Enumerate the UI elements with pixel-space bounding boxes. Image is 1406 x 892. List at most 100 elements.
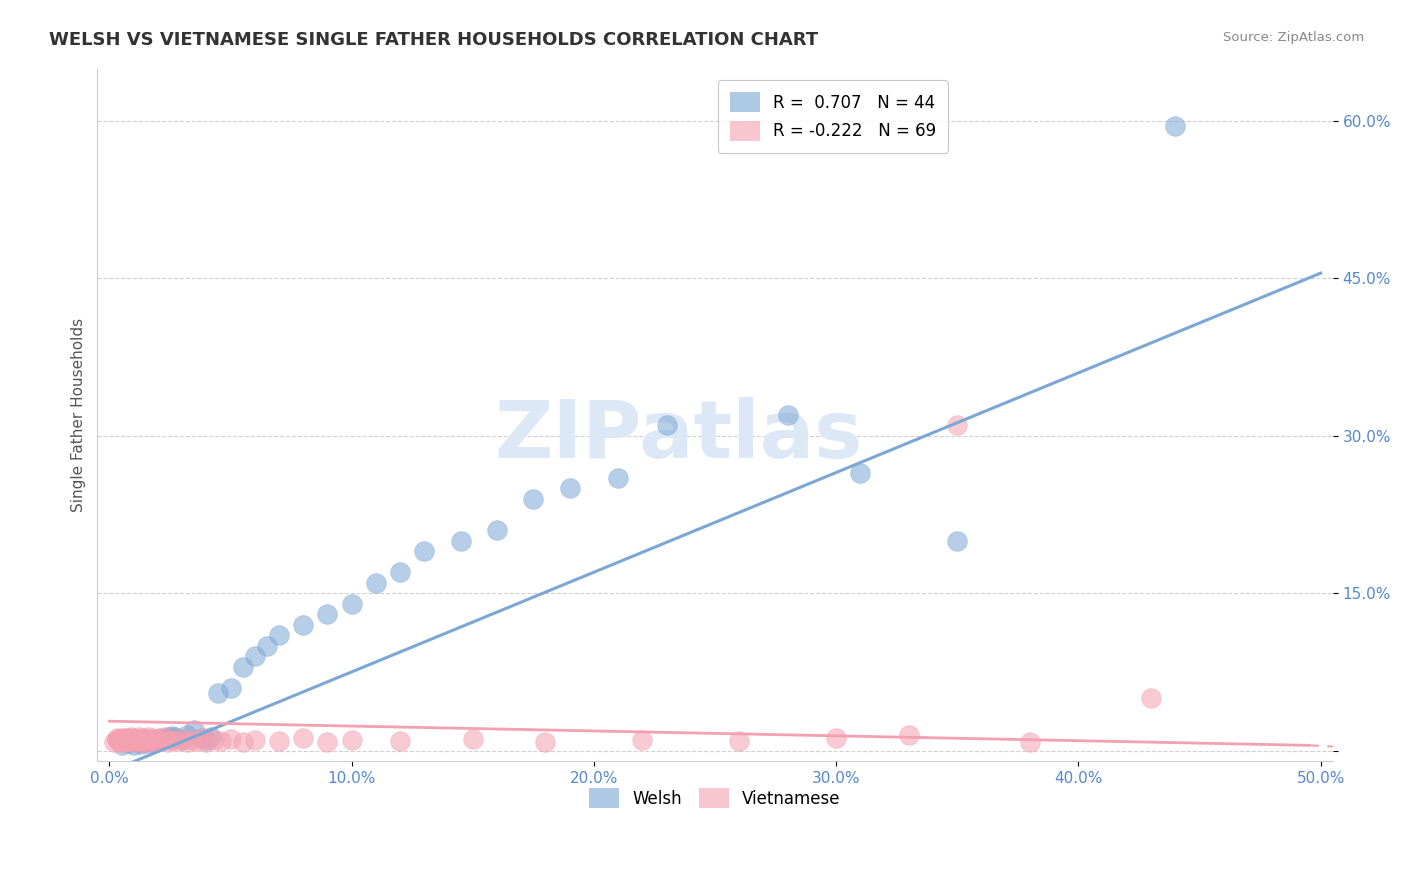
Point	[1164, 120, 1187, 134]
Point	[195, 733, 218, 747]
Point	[156, 730, 179, 744]
Point	[190, 731, 212, 745]
Point	[105, 731, 128, 745]
Point	[522, 491, 544, 506]
Point	[120, 732, 142, 747]
Point	[142, 735, 165, 749]
Text: WELSH VS VIETNAMESE SINGLE FATHER HOUSEHOLDS CORRELATION CHART: WELSH VS VIETNAMESE SINGLE FATHER HOUSEH…	[49, 31, 818, 49]
Point	[200, 730, 222, 744]
Point	[292, 617, 315, 632]
Point	[152, 732, 174, 747]
Point	[655, 418, 678, 433]
Point	[776, 408, 799, 422]
Point	[849, 466, 872, 480]
Point	[135, 733, 157, 747]
Point	[118, 736, 141, 750]
Point	[176, 728, 198, 742]
Point	[389, 734, 412, 748]
Point	[103, 735, 125, 749]
Point	[209, 734, 232, 748]
Point	[166, 734, 188, 748]
Point	[112, 732, 135, 747]
Point	[125, 733, 148, 747]
Point	[110, 733, 132, 747]
Point	[135, 735, 157, 749]
Point	[132, 734, 155, 748]
Point	[202, 733, 225, 747]
Text: ZIPatlas: ZIPatlas	[494, 397, 862, 475]
Point	[105, 733, 128, 747]
Point	[108, 734, 131, 748]
Point	[153, 730, 176, 744]
Point	[534, 735, 557, 749]
Point	[195, 735, 218, 749]
Point	[607, 471, 630, 485]
Point	[631, 733, 654, 747]
Point	[139, 734, 162, 748]
Point	[129, 733, 152, 747]
Point	[340, 597, 363, 611]
Text: Source: ZipAtlas.com: Source: ZipAtlas.com	[1223, 31, 1364, 45]
Point	[149, 734, 172, 748]
Legend: Welsh, Vietnamese: Welsh, Vietnamese	[582, 781, 848, 815]
Point	[183, 723, 205, 737]
Point	[232, 735, 254, 749]
Point	[135, 734, 157, 748]
Point	[149, 731, 172, 745]
Point	[122, 735, 145, 749]
Point	[946, 533, 969, 548]
Point	[125, 734, 148, 748]
Point	[115, 733, 138, 747]
Point	[129, 735, 152, 749]
Point	[172, 732, 194, 747]
Point	[145, 735, 167, 749]
Point	[110, 731, 132, 745]
Point	[825, 731, 848, 745]
Point	[122, 739, 145, 753]
Point	[190, 731, 212, 745]
Point	[232, 659, 254, 673]
Point	[316, 607, 339, 622]
Point	[110, 739, 132, 753]
Point	[132, 731, 155, 745]
Point	[207, 686, 229, 700]
Point	[461, 732, 484, 747]
Point	[118, 731, 141, 745]
Point	[139, 733, 162, 747]
Point	[1019, 735, 1042, 749]
Point	[267, 734, 290, 748]
Point	[146, 733, 169, 747]
Point	[316, 735, 339, 749]
Point	[558, 481, 581, 495]
Point	[156, 735, 179, 749]
Point	[112, 734, 135, 748]
Point	[1140, 691, 1163, 706]
Point	[389, 565, 412, 579]
Y-axis label: Single Father Households: Single Father Households	[72, 318, 86, 512]
Point	[219, 681, 242, 695]
Point	[364, 575, 387, 590]
Point	[159, 731, 181, 745]
Point	[110, 735, 132, 749]
Point	[128, 735, 150, 749]
Point	[142, 731, 165, 745]
Point	[340, 733, 363, 747]
Point	[142, 733, 165, 747]
Point	[176, 735, 198, 749]
Point	[162, 733, 184, 747]
Point	[146, 733, 169, 747]
Point	[172, 733, 194, 747]
Point	[122, 731, 145, 745]
Point	[219, 732, 242, 747]
Point	[450, 533, 472, 548]
Point	[186, 734, 208, 748]
Point	[129, 737, 152, 751]
Point	[115, 735, 138, 749]
Point	[136, 730, 159, 744]
Point	[162, 729, 184, 743]
Point	[136, 732, 159, 747]
Point	[292, 731, 315, 745]
Point	[486, 523, 509, 537]
Point	[256, 639, 278, 653]
Point	[120, 730, 142, 744]
